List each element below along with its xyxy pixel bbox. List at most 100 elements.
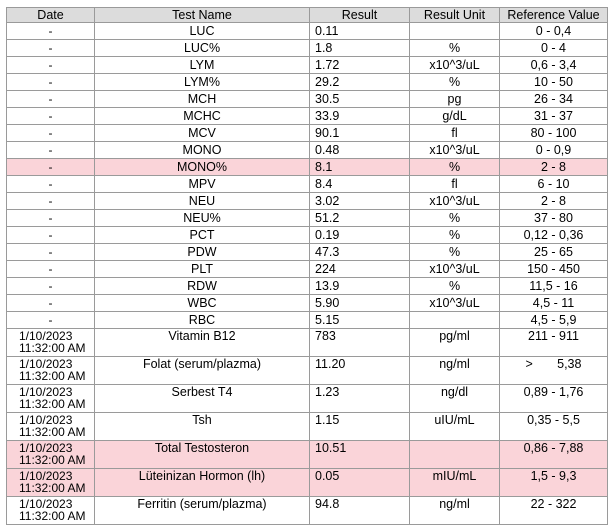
cell-unit: % [409,226,500,244]
cell-result: 51.2 [309,209,410,227]
cell-date: - [6,90,95,108]
cell-result: 29.2 [309,73,410,91]
cell-result: 3.02 [309,192,410,210]
header-test-name: Test Name [94,7,310,23]
cell-reference: 25 - 65 [499,243,608,261]
table-header-row: Date Test Name Result Result Unit Refere… [6,7,608,23]
cell-result: 13.9 [309,277,410,295]
cell-date: - [6,243,95,261]
cell-test-name: LYM [94,56,310,74]
time-value: 11:32:00 AM [19,453,86,467]
table-body: - LUC 0.11 0 - 0,4- LUC% 1.8% 0 - 4- LYM 1.72 x10… [6,22,608,525]
table-row: 1/10/2023 11:32:00 AM Total Testosteron 10.… [6,440,608,469]
cell-date: - [6,175,95,193]
date-value: 1/10/2023 [19,469,73,483]
table-row: - NEU% 51.2% 37 - 80 [6,209,608,227]
cell-date: 1/10/2023 11:32:00 AM [6,468,95,497]
cell-reference: 4,5 - 11 [499,294,608,312]
cell-reference: 26 - 34 [499,90,608,108]
cell-date: - [6,124,95,142]
time-value: 11:32:00 AM [19,481,86,495]
cell-date: - [6,107,95,125]
date-value: 1/10/2023 [19,413,73,427]
cell-result: 10.51 [309,440,410,469]
cell-unit: pg [409,90,500,108]
cell-reference: 80 - 100 [499,124,608,142]
cell-reference: 1,5 - 9,3 [499,468,608,497]
cell-reference: 37 - 80 [499,209,608,227]
cell-reference: 0,6 - 3,4 [499,56,608,74]
cell-reference: 0,89 - 1,76 [499,384,608,413]
date-value: - [48,312,53,327]
cell-date: - [6,294,95,312]
date-value: - [48,261,53,276]
date-value: - [48,295,53,310]
cell-unit: % [409,243,500,261]
time-value: 11:32:00 AM [19,509,86,523]
lab-results-table: Date Test Name Result Result Unit Refere… [6,7,608,525]
cell-unit [409,440,500,469]
cell-unit: x10^3/uL [409,294,500,312]
cell-date: 1/10/2023 11:32:00 AM [6,384,95,413]
date-value: - [48,74,53,89]
table-row: - NEU 3.02 x10^3/uL 2 - 8 [6,192,608,210]
cell-reference: 2 - 8 [499,158,608,176]
cell-unit: g/dL [409,107,500,125]
cell-reference: 22 - 322 [499,496,608,525]
cell-date: - [6,158,95,176]
cell-result: 30.5 [309,90,410,108]
cell-test-name: PDW [94,243,310,261]
table-row: - MPV 8.4 fl 6 - 10 [6,175,608,193]
cell-date: - [6,277,95,295]
date-value: - [48,278,53,293]
cell-reference: 211 - 911 [499,328,608,357]
cell-result: 0.48 [309,141,410,159]
date-value: - [48,193,53,208]
cell-result: 94.8 [309,496,410,525]
date-value: - [48,125,53,140]
table-row: - MCV 90.1 fl 80 - 100 [6,124,608,142]
cell-result: 0.19 [309,226,410,244]
cell-date: - [6,73,95,91]
time-value: 11:32:00 AM [19,397,86,411]
time-value: 11:32:00 AM [19,425,86,439]
cell-date: - [6,192,95,210]
cell-reference: 0 - 4 [499,39,608,57]
header-reference-value: Reference Value [499,7,608,23]
table-row: 1/10/2023 11:32:00 AM Vitamin B12 783 pg/ml 2… [6,328,608,357]
cell-test-name: MCV [94,124,310,142]
table-row: - LYM% 29.2% 10 - 50 [6,73,608,91]
cell-unit: uIU/mL [409,412,500,441]
cell-result: 783 [309,328,410,357]
table-row: - PCT 0.19% 0,12 - 0,36 [6,226,608,244]
cell-unit: pg/ml [409,328,500,357]
cell-unit: % [409,209,500,227]
table-row: - PLT 224 x10^3/uL 150 - 450 [6,260,608,278]
header-result-unit: Result Unit [409,7,500,23]
cell-unit: ng/dl [409,384,500,413]
table-row: - LYM 1.72 x10^3/uL 0,6 - 3,4 [6,56,608,74]
cell-test-name: Tsh [94,412,310,441]
cell-result: 0.05 [309,468,410,497]
cell-unit: x10^3/uL [409,141,500,159]
date-value: - [48,57,53,72]
time-value: 11:32:00 AM [19,341,86,355]
cell-result: 5.15 [309,311,410,329]
cell-reference: 31 - 37 [499,107,608,125]
cell-date: - [6,56,95,74]
table-row: - LUC% 1.8% 0 - 4 [6,39,608,57]
cell-date: - [6,209,95,227]
table-row: - PDW 47.3% 25 - 65 [6,243,608,261]
cell-reference: 11,5 - 16 [499,277,608,295]
cell-unit: x10^3/uL [409,192,500,210]
cell-test-name: WBC [94,294,310,312]
cell-unit: % [409,39,500,57]
cell-result: 1.72 [309,56,410,74]
cell-reference: 0,86 - 7,88 [499,440,608,469]
table-row: 1/10/2023 11:32:00 AM Lüteinizan Hormon (l… [6,468,608,497]
cell-unit: % [409,277,500,295]
cell-reference: 0,12 - 0,36 [499,226,608,244]
cell-test-name: PCT [94,226,310,244]
table-row: - MCHC 33.9 g/dL 31 - 37 [6,107,608,125]
date-value: - [48,159,53,174]
